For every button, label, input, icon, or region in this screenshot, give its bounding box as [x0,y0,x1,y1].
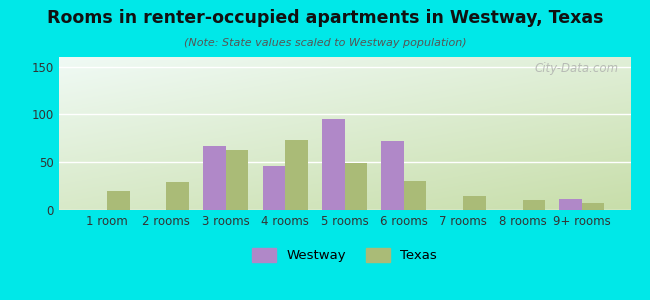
Bar [263,166,285,210]
Text: City-Data.com: City-Data.com [535,61,619,75]
Bar [463,196,486,210]
Bar [523,200,545,210]
Bar [166,182,189,210]
Bar [203,146,226,210]
Legend: Westway, Texas: Westway, Texas [247,243,442,268]
Bar [582,203,604,210]
Bar [560,200,582,210]
Bar [107,191,129,210]
Bar [285,140,307,210]
Text: (Note: State values scaled to Westway population): (Note: State values scaled to Westway po… [184,38,466,47]
Bar [322,119,344,210]
Bar [226,150,248,210]
Text: Rooms in renter-occupied apartments in Westway, Texas: Rooms in renter-occupied apartments in W… [47,9,603,27]
Bar [344,163,367,210]
Bar [404,181,426,210]
Bar [382,141,404,210]
